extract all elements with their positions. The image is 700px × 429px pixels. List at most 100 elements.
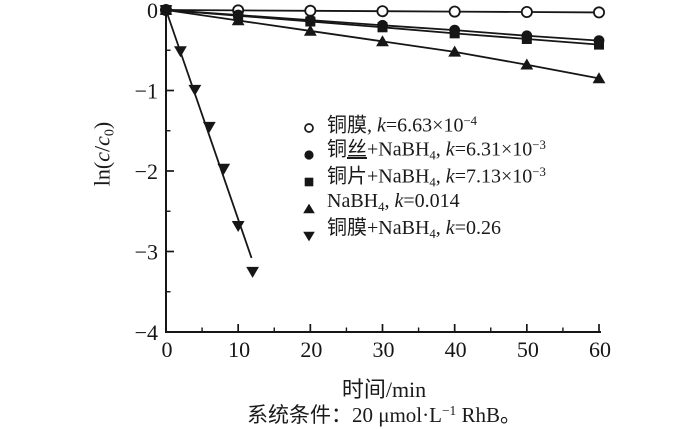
legend-label-segment: k xyxy=(394,190,404,213)
legend-label: 铜膜+NaBH4, k=0.26 xyxy=(327,215,501,248)
legend-label-segment: 4 xyxy=(378,199,385,214)
y-axis-label-segment: ) xyxy=(89,121,115,130)
legend-label-segment: 铜膜, xyxy=(327,114,377,137)
marker-triangle-up xyxy=(448,45,462,57)
x-axis-label-text: 时间/min xyxy=(341,377,427,402)
x-tick-label: 40 xyxy=(445,337,467,362)
marker-triangle-down xyxy=(202,121,216,133)
series-triangle-up-filled xyxy=(159,3,606,84)
legend-label-segment: , xyxy=(435,138,446,161)
x-tick-label: 0 xyxy=(162,337,173,362)
legend-label-segment: −3 xyxy=(532,164,546,179)
legend-marker xyxy=(301,224,317,241)
y-axis-label-segment: ln( xyxy=(89,161,115,187)
legend-label-segment: =0.014 xyxy=(403,190,460,213)
marker-circle-open xyxy=(593,6,606,19)
legend-label-segment: , xyxy=(435,165,446,188)
y-axis-label-segment: 0 xyxy=(101,129,118,137)
marker-square-filled xyxy=(521,33,532,44)
y-tick-label: −2 xyxy=(135,159,158,184)
y-axis-label-segment: c xyxy=(89,152,115,162)
legend-label-segment: 铜膜+NaBH xyxy=(327,217,430,240)
marker-triangle-down xyxy=(159,5,173,17)
legend-marker xyxy=(301,197,317,213)
legend-triangle-down-filled-icon xyxy=(303,231,315,241)
legend-circle-filled-icon xyxy=(304,149,314,160)
y-axis-label-segment: / xyxy=(89,145,115,153)
marker-square-filled xyxy=(449,28,460,39)
y-tick-label: −3 xyxy=(135,240,158,265)
legend-label-segment: =7.13×10 xyxy=(454,165,533,188)
caption-segment: RhB。 xyxy=(456,403,522,427)
axes: 0 10 20 30 40 50 60 0 −1 −2 −3 −4 xyxy=(135,0,611,362)
y-tick-label: −4 xyxy=(135,320,158,345)
x-axis-label: 时间/min xyxy=(342,372,426,404)
legend-label-segment: k xyxy=(445,138,455,161)
legend-label: 铜丝+NaBH4, k=6.31×10−3 xyxy=(327,132,546,169)
legend-item-4: 铜膜+NaBH4, k=0.26 xyxy=(301,215,546,248)
marker-circle-open xyxy=(376,5,389,18)
x-tick-label: 50 xyxy=(517,337,539,362)
legend-label-segment: =6.63×10 xyxy=(385,114,464,137)
x-tick-label: 10 xyxy=(228,337,250,362)
marker-triangle-up xyxy=(376,35,389,47)
y-tick-label: 0 xyxy=(147,0,158,23)
legend-label-segment: k xyxy=(445,217,455,240)
legend-label-segment: 4 xyxy=(429,148,436,163)
y-axis-label-segment: c xyxy=(89,136,115,146)
legend-marker xyxy=(301,143,317,160)
marker-triangle-down xyxy=(188,84,202,96)
marker-triangle-up xyxy=(520,58,534,70)
legend-label-segment: −3 xyxy=(532,137,546,152)
legend-circle-open-icon xyxy=(304,122,314,133)
legend-label-segment: k xyxy=(377,114,386,137)
legend-label-segment: =0.26 xyxy=(454,217,501,240)
marker-square-filled xyxy=(594,39,604,50)
marker-triangle-up xyxy=(303,24,317,36)
marker-triangle-down xyxy=(246,266,259,278)
legend-label-segment: , xyxy=(384,190,395,213)
legend-label-segment: 丝 xyxy=(347,138,367,161)
x-tick-label: 30 xyxy=(373,337,395,362)
legend-label-segment: , xyxy=(435,217,446,240)
legend-label-segment: 4 xyxy=(429,226,436,241)
legend-label-segment: NaBH xyxy=(327,190,379,213)
legend-triangle-up-filled-icon xyxy=(303,203,315,213)
legend: 铜膜, k=6.63×10−4 铜丝+NaBH4, k=6.31×10−3 铜片+N… xyxy=(301,110,546,245)
marker-triangle-down xyxy=(231,220,245,232)
legend-label: NaBH4, k=0.014 xyxy=(327,188,460,221)
legend-item-2: 铜片+NaBH4, k=7.13×10−3 xyxy=(301,164,546,191)
legend-item-0: 铜膜, k=6.63×10−4 xyxy=(301,110,546,137)
caption-segment: 系统条件：20 μmol·L xyxy=(246,403,442,427)
legend-label-segment: +NaBH xyxy=(367,138,430,161)
legend-label: 铜片+NaBH4, k=7.13×10−3 xyxy=(327,159,546,196)
x-tick-label: 60 xyxy=(589,337,611,362)
marker-triangle-down xyxy=(174,46,187,58)
legend-label-segment: 铜 xyxy=(327,138,347,161)
legend-marker xyxy=(301,116,317,133)
marker-square-filled xyxy=(377,22,388,33)
marker-triangle-up xyxy=(592,72,606,84)
legend-label-segment: −4 xyxy=(463,113,478,128)
y-tick-label: −1 xyxy=(135,79,158,104)
legend-label-segment: 铜片+NaBH xyxy=(327,165,430,188)
legend-label-segment: =6.31×10 xyxy=(454,138,533,161)
legend-square-filled-icon xyxy=(304,177,314,186)
y-axis-label: ln(c/c0) xyxy=(89,122,118,186)
marker-circle-open xyxy=(304,4,317,17)
marker-circle-open xyxy=(448,5,461,18)
legend-marker xyxy=(301,170,317,186)
caption-segment: −1 xyxy=(441,403,457,419)
legend-label: 铜膜, k=6.63×10−4 xyxy=(327,108,477,140)
legend-label-segment: k xyxy=(445,165,455,188)
marker-square-filled xyxy=(305,16,316,27)
legend-item-1: 铜丝+NaBH4, k=6.31×10−3 xyxy=(301,137,546,164)
x-tick-label: 20 xyxy=(300,337,322,362)
legend-label-segment: 4 xyxy=(429,175,436,190)
marker-circle-open xyxy=(520,6,533,19)
series-triangle-down-filled xyxy=(159,5,259,278)
marker-triangle-down xyxy=(217,163,231,175)
figure-caption: 系统条件：20 μmol·L−1 RhB。 xyxy=(247,399,521,429)
legend-item-3: NaBH4, k=0.014 xyxy=(301,188,546,221)
